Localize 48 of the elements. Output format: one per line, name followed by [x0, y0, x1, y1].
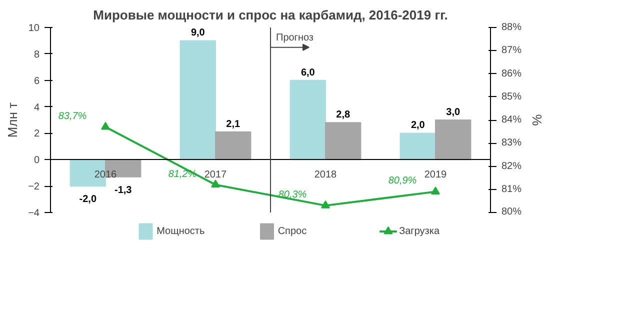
y2-tick-label: 82% — [502, 160, 522, 172]
data-label: 80,9% — [388, 176, 417, 187]
point — [211, 180, 220, 188]
y-tick-label: 8 — [34, 49, 40, 60]
point — [321, 200, 330, 208]
annotation: Прогноз — [276, 32, 314, 44]
y2-tick-label: 87% — [502, 45, 522, 56]
bar — [325, 122, 362, 160]
y-tick-label: 10 — [28, 23, 40, 34]
y2-tick-label: 80% — [502, 206, 522, 218]
bar — [435, 120, 472, 160]
point — [431, 186, 440, 194]
data-label: 3,0 — [446, 107, 460, 118]
y-tick-label: 0 — [34, 155, 40, 166]
y2-axis-title: % — [530, 114, 545, 126]
x-tick-label: 2017 — [204, 170, 228, 181]
data-label: -1,3 — [114, 184, 132, 196]
y2-tick-label: 81% — [502, 184, 522, 195]
y2-tick-label: 83% — [502, 138, 522, 149]
y-tick-label: 4 — [34, 102, 40, 114]
chart-title: Мировые мощности и спрос на карбамид, 2016-2019 гг. — [93, 8, 448, 22]
bar — [290, 80, 326, 160]
legend-label: Мощность — [156, 226, 205, 237]
y2-tick-label: 85% — [502, 91, 522, 102]
x-tick-label: 2016 — [94, 170, 118, 181]
bar — [215, 131, 252, 160]
data-label: 2,0 — [410, 120, 426, 132]
bar — [400, 132, 436, 160]
y2-tick-label: 86% — [502, 68, 522, 80]
point — [101, 122, 110, 130]
data-label: 6,0 — [300, 67, 316, 78]
y-tick-label: 6 — [34, 76, 40, 87]
data-label: 9,0 — [190, 28, 206, 39]
y-tick-label: 2 — [34, 128, 40, 140]
x-tick-label: 2019 — [424, 170, 448, 181]
y2-tick-label: 88% — [502, 22, 522, 33]
x-tick-label: 2018 — [314, 170, 338, 181]
y2-tick-label: 84% — [502, 114, 522, 126]
legend-label: Спрос — [278, 226, 307, 237]
y-tick-label: −2 — [28, 182, 40, 193]
y-axis-title: Млн т — [5, 102, 20, 138]
y-tick-label: −4 — [28, 208, 40, 219]
legend-label: Загрузка — [399, 226, 440, 237]
bar — [180, 40, 216, 160]
data-label: 2,1 — [226, 118, 240, 130]
data-label: -2,0 — [79, 194, 97, 206]
data-label: 2,8 — [336, 110, 350, 121]
data-label: 83,7% — [58, 110, 87, 122]
